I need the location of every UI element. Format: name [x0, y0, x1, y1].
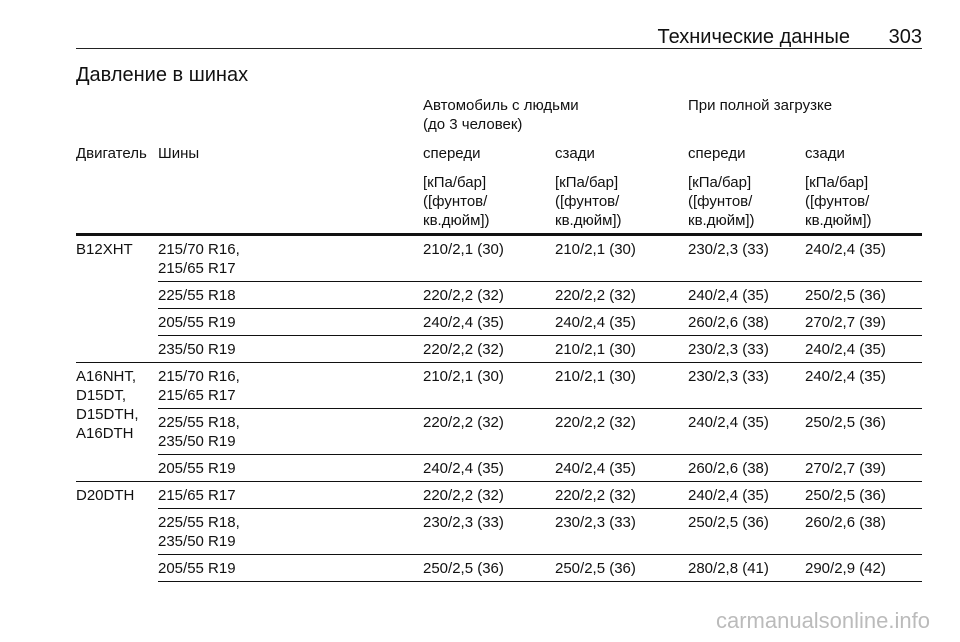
pressure: 220/2,2 (32) [423, 281, 555, 309]
pressure: 210/2,1 (30) [423, 234, 555, 282]
pressure: 220/2,2 (32) [555, 281, 688, 309]
pressure: 280/2,8 (41) [688, 554, 805, 582]
pressure: 250/2,5 (36) [805, 281, 923, 309]
title: Давление в шинах [76, 64, 249, 86]
pressure: 230/2,3 (33) [555, 508, 688, 555]
pressure: 270/2,7 (39) [805, 454, 923, 482]
tires: 215/70 R16, 215/65 R17 [158, 234, 423, 282]
table-row: 235/50 R19 220/2,2 (32) 210/2,1 (30) 230/2,… [76, 335, 923, 363]
page-header: Технические данные 303 [76, 26, 922, 49]
pressure: 250/2,5 (36) [688, 508, 805, 555]
column-header: сзади [805, 145, 845, 162]
pressure: 240/2,4 (35) [688, 408, 805, 455]
tires: 205/55 R19 [158, 454, 423, 482]
engine: B12XHT [76, 234, 158, 363]
pressure: 240/2,4 (35) [805, 234, 923, 282]
page-number: 303 [888, 26, 922, 48]
pressure: 250/2,5 (36) [555, 554, 688, 582]
tires: 225/55 R18, 235/50 R19 [158, 508, 423, 555]
table-row: Автомобиль с людьми (до 3 человек) При по… [76, 94, 922, 142]
pressure: 220/2,2 (32) [555, 408, 688, 455]
table-row: 205/55 R19 240/2,4 (35) 240/2,4 (35) 260/2,… [76, 454, 923, 482]
unit-header: [кПа/бар] ([фунтов/ кв.дюйм]) [423, 171, 555, 236]
tires: 225/55 R18, 235/50 R19 [158, 408, 423, 455]
unit-header: [кПа/бар] ([фунтов/ кв.дюйм]) [555, 171, 688, 236]
blank [158, 94, 423, 142]
column-header: спереди [688, 145, 746, 162]
pressure: 230/2,3 (33) [688, 335, 805, 363]
tires: 225/55 R18 [158, 281, 423, 309]
column-header: Шины [158, 145, 200, 162]
table-row: 205/55 R19 240/2,4 (35) 240/2,4 (35) 260/2,… [76, 308, 923, 336]
pressure: 240/2,4 (35) [688, 481, 805, 509]
column-header: спереди [423, 145, 481, 162]
table-row: A16NHT, D15DT, D15DTH, A16DTH 215/70 R16,… [76, 362, 923, 482]
pressure: 220/2,2 (32) [423, 481, 555, 509]
table-row: [кПа/бар] ([фунтов/ кв.дюйм]) [кПа/бар] (… [76, 171, 923, 236]
pressure: 220/2,2 (32) [423, 408, 555, 455]
table-row: 225/55 R18, 235/50 R19 230/2,3 (33) 230/2,… [76, 508, 923, 555]
tires: 205/55 R19 [158, 308, 423, 336]
blank [76, 171, 158, 236]
pressure: 290/2,9 (42) [805, 554, 923, 582]
table-row: 225/55 R18 220/2,2 (32) 220/2,2 (32) 240/2,… [76, 281, 923, 309]
pressure: 250/2,5 (36) [423, 554, 555, 582]
table-row: D20DTH 215/65 R17 220/2,2 (32) 220/2,2 (32)… [76, 481, 923, 582]
pressure: 210/2,1 (30) [555, 335, 688, 363]
pressure: 230/2,3 (33) [688, 234, 805, 282]
pressure: 220/2,2 (32) [555, 481, 688, 509]
unit-header: [кПа/бар] ([фунтов/ кв.дюйм]) [805, 171, 923, 236]
pressure: 210/2,1 (30) [423, 362, 555, 409]
pressure: 230/2,3 (33) [688, 362, 805, 409]
column-header: сзади [555, 145, 595, 162]
pressure: 250/2,5 (36) [805, 481, 923, 509]
unit-header: [кПа/бар] ([фунтов/ кв.дюйм]) [688, 171, 805, 236]
column-header: Двигатель [76, 145, 147, 162]
blank [76, 94, 158, 142]
group-header: Автомобиль с людьми (до 3 человек) [423, 97, 579, 133]
pressure: 260/2,6 (38) [688, 454, 805, 482]
tires: 215/65 R17 [158, 481, 423, 509]
pressure: 230/2,3 (33) [423, 508, 555, 555]
pressure: 240/2,4 (35) [688, 281, 805, 309]
blank [158, 171, 423, 236]
engine: A16NHT, D15DT, D15DTH, A16DTH [76, 362, 158, 482]
pressure: 210/2,1 (30) [555, 234, 688, 282]
pressure: 240/2,4 (35) [805, 335, 923, 363]
tires: 235/50 R19 [158, 335, 423, 363]
table-row: 225/55 R18, 235/50 R19 220/2,2 (32) 220/2,… [76, 408, 923, 455]
pressure: 240/2,4 (35) [423, 308, 555, 336]
watermark: carmanualsonline.info [715, 608, 930, 633]
tires: 215/70 R16, 215/65 R17 [158, 362, 423, 409]
table-row: Двигатель Шины спереди сзади спереди сзади [76, 142, 922, 171]
pressure: 240/2,4 (35) [423, 454, 555, 482]
table-row: 205/55 R19 250/2,5 (36) 250/2,5 (36) 280/2,… [76, 554, 923, 582]
pressure: 240/2,4 (35) [555, 454, 688, 482]
pressure: 260/2,6 (38) [688, 308, 805, 336]
tire-pressure-table: Автомобиль с людьми (до 3 человек) При по… [76, 94, 923, 582]
pressure: 240/2,4 (35) [555, 308, 688, 336]
table-row: B12XHT 215/70 R16, 215/65 R17 210/2,1 (30)… [76, 234, 923, 363]
pressure: 220/2,2 (32) [423, 335, 555, 363]
pressure: 210/2,1 (30) [555, 362, 688, 409]
group-header: При полной загрузке [688, 97, 833, 114]
section-title: Технические данные [657, 26, 850, 48]
pressure: 260/2,6 (38) [805, 508, 923, 555]
pressure: 240/2,4 (35) [805, 362, 923, 409]
engine: D20DTH [76, 481, 158, 582]
pressure: 270/2,7 (39) [805, 308, 923, 336]
pressure: 250/2,5 (36) [805, 408, 923, 455]
tires: 205/55 R19 [158, 554, 423, 582]
